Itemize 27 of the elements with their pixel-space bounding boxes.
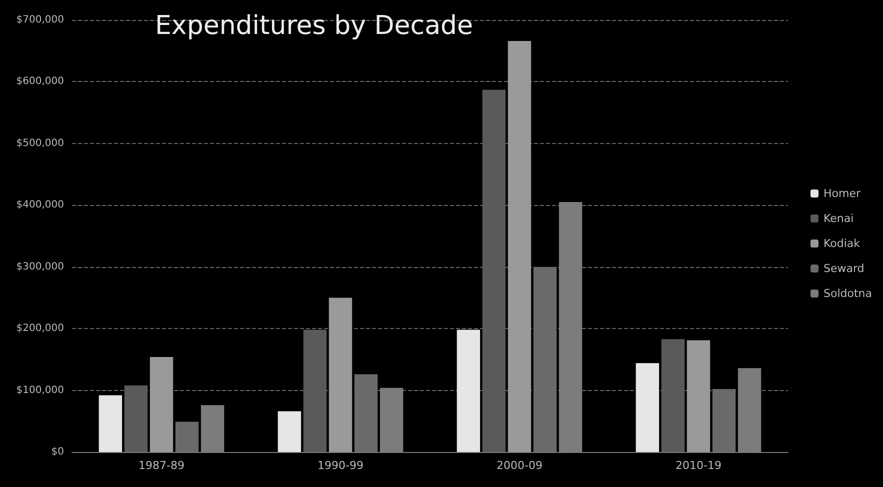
y-tick-label: $100,000	[16, 384, 64, 396]
bar	[278, 411, 302, 452]
y-tick-label: $600,000	[16, 76, 64, 88]
y-tick-label: $400,000	[16, 200, 64, 211]
legend-label: Seward	[823, 262, 864, 275]
y-tick-label: $200,000	[16, 323, 64, 334]
legend-label: Soldotna	[823, 287, 872, 300]
legend-label: Kodiak	[823, 237, 861, 250]
y-tick-label: $0	[51, 446, 64, 458]
bar	[150, 356, 174, 452]
chart-title: Expenditures by Decade	[155, 11, 474, 41]
y-tick-label: $500,000	[16, 138, 64, 149]
bar	[636, 363, 660, 452]
y-tick-label: $300,000	[16, 261, 64, 272]
y-tick-label: $700,000	[16, 14, 64, 26]
x-tick-label: 2000-09	[496, 459, 542, 472]
x-tick-label: 1990-99	[318, 459, 364, 472]
bar	[328, 298, 352, 452]
bar	[98, 395, 122, 452]
bar	[456, 330, 480, 452]
legend-label: Kenai	[823, 212, 854, 225]
legend-label: Homer	[823, 187, 861, 200]
x-tick-label: 2010-19	[676, 459, 722, 472]
bar	[686, 340, 710, 452]
bar	[508, 40, 532, 452]
bar	[175, 422, 199, 452]
x-tick-label: 1987-89	[138, 459, 184, 472]
